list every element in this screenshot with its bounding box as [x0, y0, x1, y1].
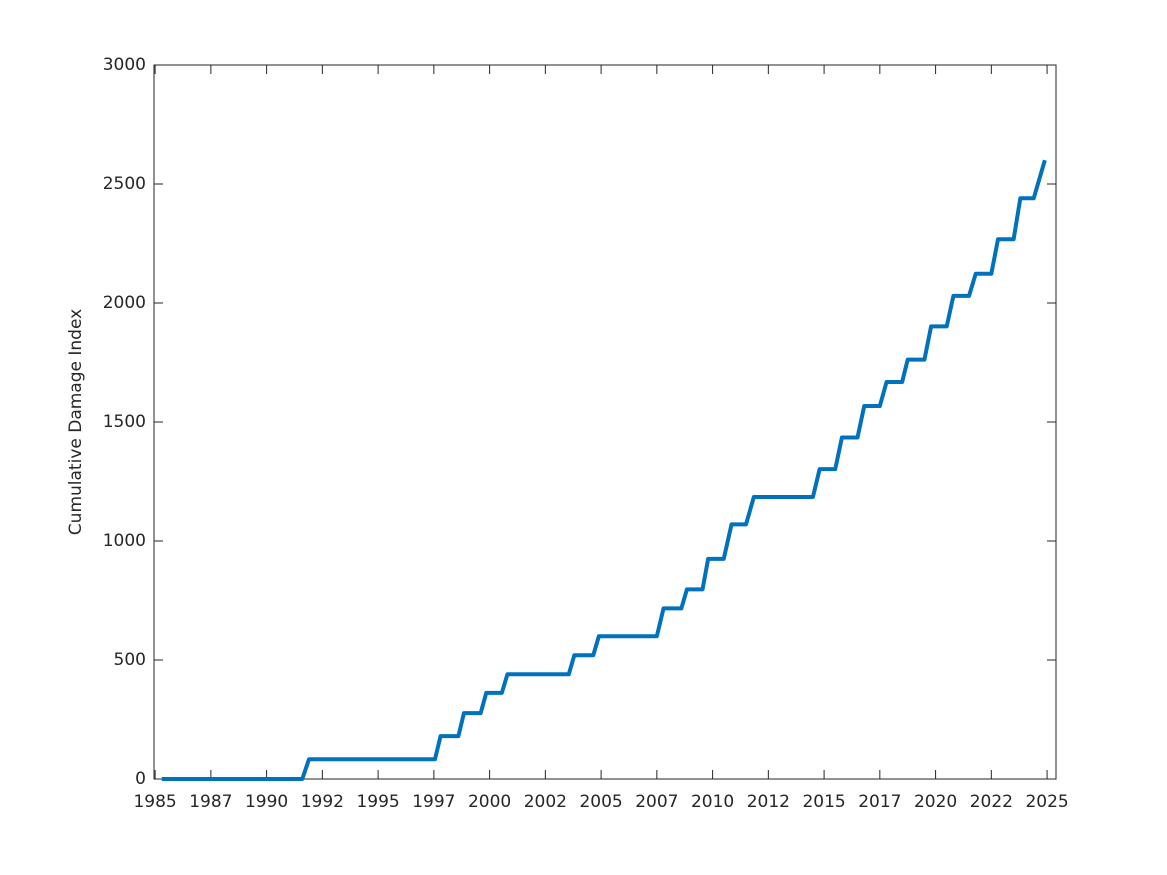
plot-box [153, 64, 1057, 780]
y-tick-label: 3000 [103, 55, 146, 75]
x-tick-label: 1987 [189, 792, 232, 812]
x-tick-label: 1997 [412, 792, 455, 812]
x-tick-label: 2012 [747, 792, 790, 812]
y-axis-label: Cumulative Damage Index [66, 309, 86, 535]
y-tick-label: 500 [114, 650, 146, 670]
x-tick-label: 1995 [356, 792, 399, 812]
y-tick-label: 1000 [103, 531, 146, 551]
y-tick-label: 1500 [103, 412, 146, 432]
x-tick-label: 2025 [1025, 792, 1068, 812]
x-tick-label: 2022 [970, 792, 1013, 812]
x-tick-label: 2000 [468, 792, 511, 812]
x-tick-label: 2010 [691, 792, 734, 812]
x-tick-label: 2002 [524, 792, 567, 812]
x-tick-label: 2007 [635, 792, 678, 812]
y-tick-label: 2000 [103, 293, 146, 313]
x-tick-label: 2020 [914, 792, 957, 812]
x-tick-label: 1992 [301, 792, 344, 812]
x-tick-label: 2015 [802, 792, 845, 812]
x-tick-label: 1990 [245, 792, 288, 812]
x-tick-label: 2005 [579, 792, 622, 812]
x-tick-label: 2017 [858, 792, 901, 812]
y-tick-label: 2500 [103, 174, 146, 194]
data-line [161, 159, 1047, 781]
y-tick-label: 0 [135, 769, 146, 789]
x-tick-label: 1985 [133, 792, 176, 812]
